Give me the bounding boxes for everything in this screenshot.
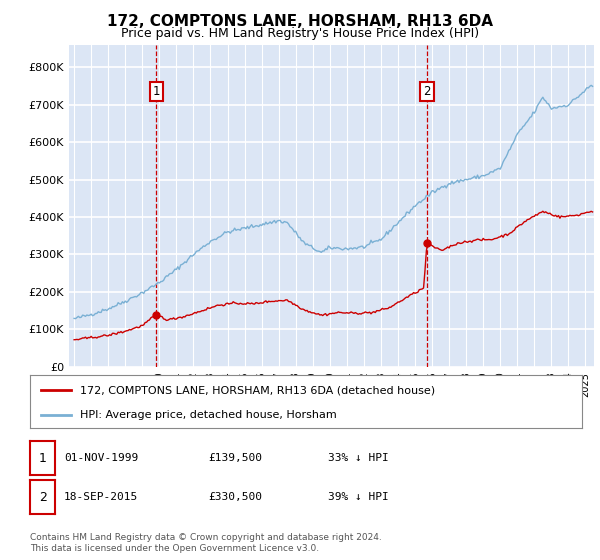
Text: 2: 2: [38, 491, 47, 504]
Text: 2: 2: [424, 85, 431, 98]
Text: 18-SEP-2015: 18-SEP-2015: [64, 492, 139, 502]
Text: Price paid vs. HM Land Registry's House Price Index (HPI): Price paid vs. HM Land Registry's House …: [121, 27, 479, 40]
Text: £139,500: £139,500: [208, 453, 262, 463]
Text: 1: 1: [153, 85, 160, 98]
Text: Contains HM Land Registry data © Crown copyright and database right 2024.
This d: Contains HM Land Registry data © Crown c…: [30, 533, 382, 553]
Text: HPI: Average price, detached house, Horsham: HPI: Average price, detached house, Hors…: [80, 410, 337, 420]
Text: 1: 1: [38, 451, 47, 465]
Text: £330,500: £330,500: [208, 492, 262, 502]
Text: 172, COMPTONS LANE, HORSHAM, RH13 6DA: 172, COMPTONS LANE, HORSHAM, RH13 6DA: [107, 14, 493, 29]
Text: 33% ↓ HPI: 33% ↓ HPI: [328, 453, 389, 463]
Text: 01-NOV-1999: 01-NOV-1999: [64, 453, 139, 463]
Text: 39% ↓ HPI: 39% ↓ HPI: [328, 492, 389, 502]
Text: 172, COMPTONS LANE, HORSHAM, RH13 6DA (detached house): 172, COMPTONS LANE, HORSHAM, RH13 6DA (d…: [80, 385, 435, 395]
